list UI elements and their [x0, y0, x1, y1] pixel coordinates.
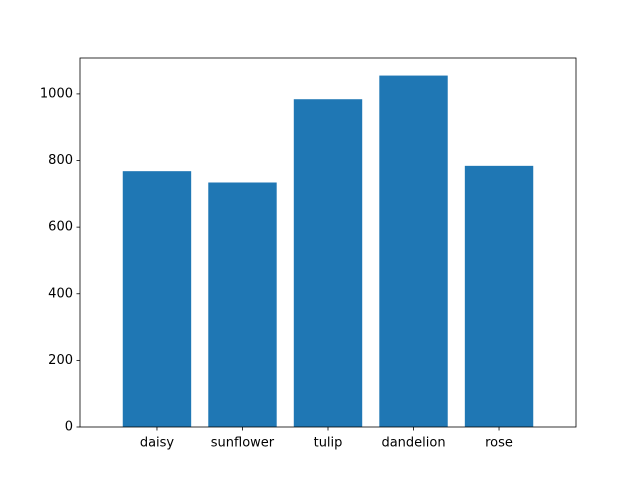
y-tick-label: 200 — [48, 353, 73, 368]
x-tick-label-rose: rose — [485, 436, 513, 451]
bars-group — [122, 75, 534, 428]
x-tick-label-dandelion: dandelion — [381, 436, 445, 451]
bar-dandelion — [379, 75, 448, 428]
x-axis-ticks: daisy sunflower tulip dandelion rose — [140, 427, 513, 451]
y-tick-label: 600 — [48, 220, 73, 235]
y-tick-label: 800 — [48, 153, 73, 168]
bar-sunflower — [208, 182, 277, 427]
bar-tulip — [293, 99, 363, 427]
y-axis-ticks: 0 200 400 600 800 1000 — [40, 86, 80, 435]
y-tick-label: 400 — [48, 286, 73, 301]
y-tick-label: 0 — [65, 420, 73, 435]
x-tick-label-tulip: tulip — [314, 436, 343, 451]
x-tick-label-daisy: daisy — [140, 436, 175, 451]
x-tick-label-sunflower: sunflower — [211, 436, 275, 451]
bar-daisy — [122, 171, 192, 427]
y-tick-label: 1000 — [40, 86, 73, 101]
bar-rose — [464, 165, 534, 427]
